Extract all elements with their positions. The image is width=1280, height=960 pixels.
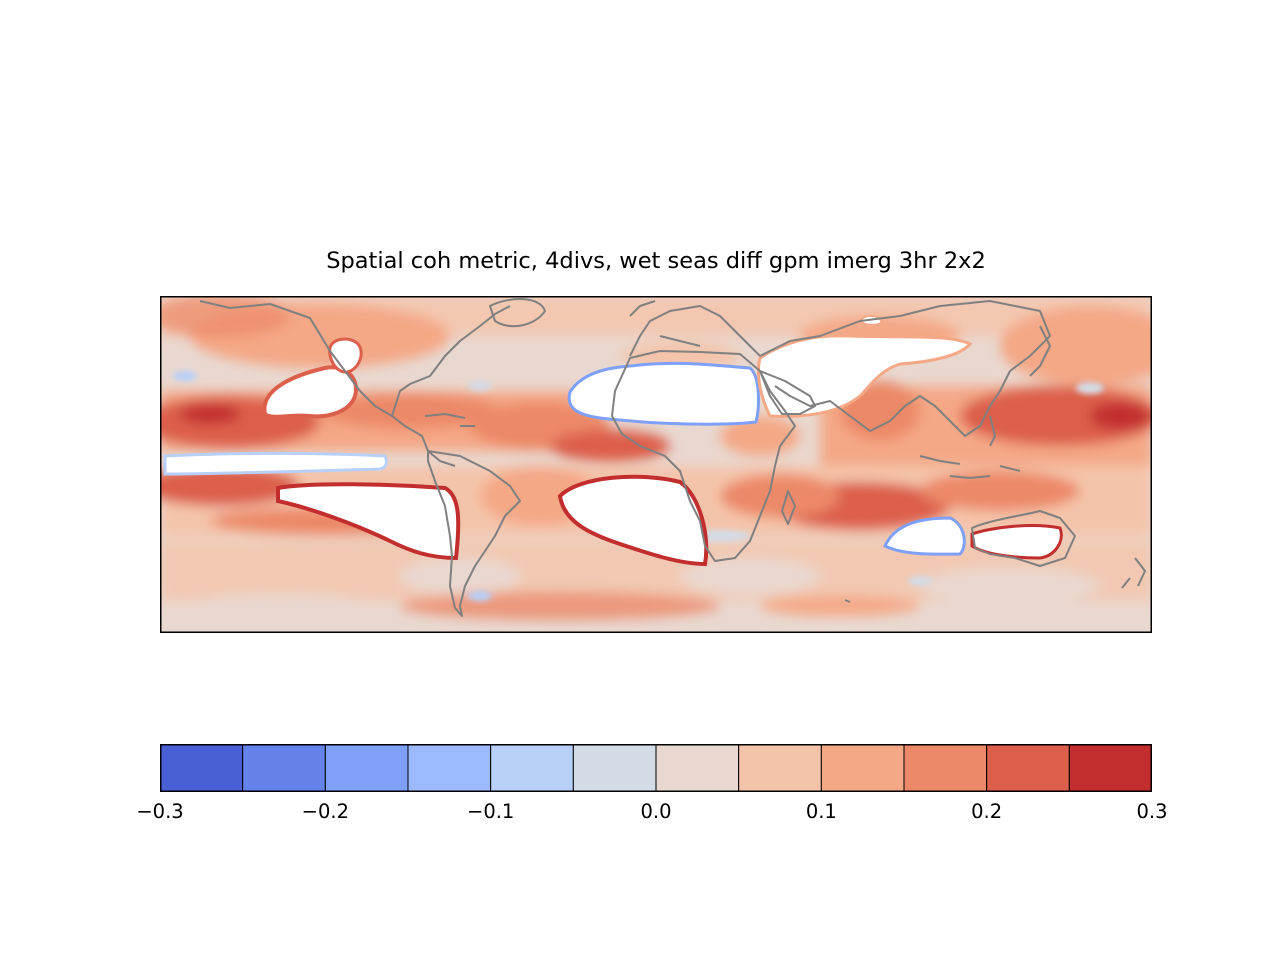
colorbar-tick-label: 0.3	[1136, 800, 1168, 823]
colorbar-segment	[655, 744, 740, 792]
colorbar-segment	[407, 744, 492, 792]
colorbar-tick-label: −0.3	[136, 800, 184, 823]
colorbar-segment	[324, 744, 409, 792]
colorbar-segment	[738, 744, 822, 792]
colorbar-segment	[903, 744, 988, 792]
colorbar-segment	[242, 744, 326, 792]
map-panel	[160, 296, 1152, 633]
missing-region-mexico	[328, 337, 363, 374]
colorbar-tick-label: 0.2	[971, 800, 1003, 823]
colorbar-segment	[490, 744, 574, 792]
map-border	[160, 296, 1152, 633]
colorbar-segment	[820, 744, 905, 792]
missing-region-eq-pacific	[163, 451, 388, 476]
colorbar-segment	[572, 744, 657, 792]
colorbar	[160, 744, 1152, 792]
missing-data-regions	[163, 314, 1063, 567]
colorbar-tick-label: −0.2	[301, 800, 350, 823]
colorbar-tick-label: −0.1	[466, 800, 515, 823]
colorbar-tick-label: 0.0	[640, 800, 672, 823]
coastlines	[199, 298, 1146, 617]
colorbar-segment	[986, 744, 1070, 792]
colorbar-tick-label: 0.1	[805, 800, 837, 823]
missing-region-sahara	[567, 361, 760, 426]
colorbar-segment	[1068, 744, 1152, 792]
missing-region-central-asia	[756, 334, 973, 418]
colorbar-border	[160, 744, 1152, 792]
colorbar-segment	[160, 744, 244, 792]
chart-title: Spatial coh metric, 4divs, wet seas diff…	[326, 248, 986, 274]
missing-region-south-atlantic	[557, 474, 709, 567]
missing-region-south-indian	[883, 516, 966, 556]
missing-region-se-pacific	[276, 482, 461, 561]
missing-region-ne-pacific	[262, 365, 358, 419]
